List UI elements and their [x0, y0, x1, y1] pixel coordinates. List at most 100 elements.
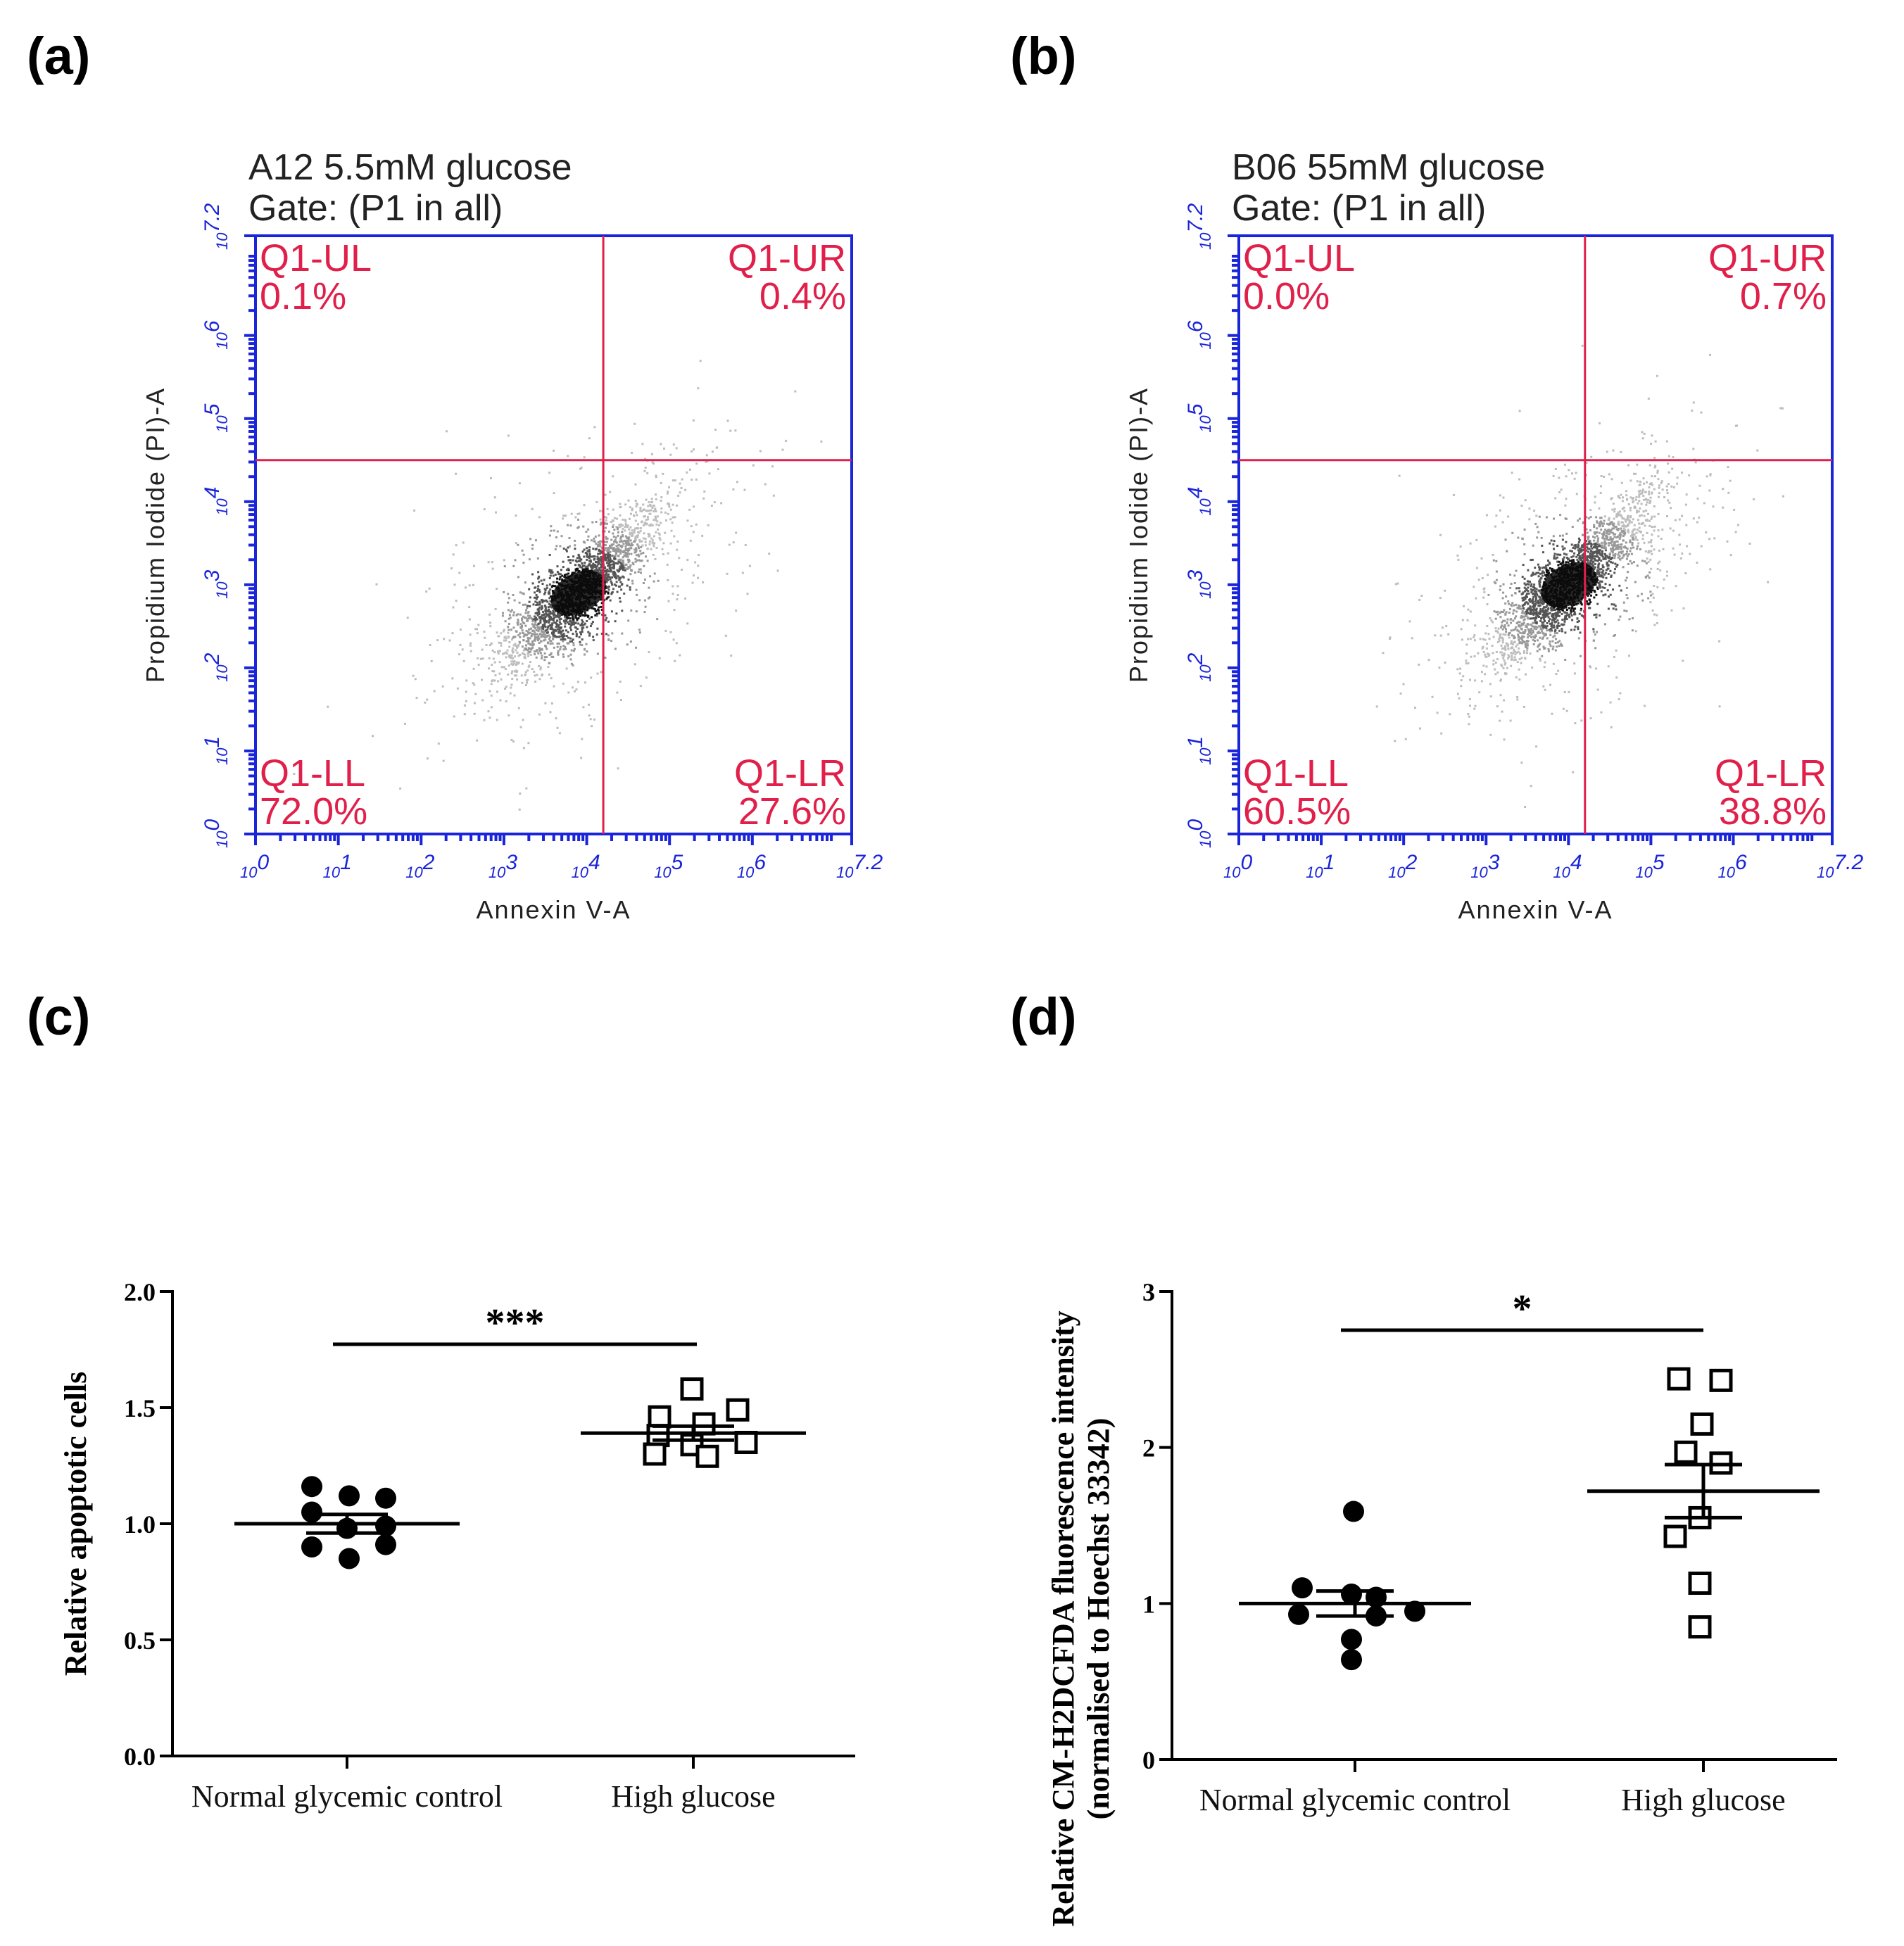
event-dot — [1619, 615, 1622, 618]
event-dot — [569, 562, 572, 564]
event-dot — [599, 518, 602, 521]
event-dot — [646, 472, 649, 474]
event-dot — [1513, 617, 1516, 620]
event-dot — [1534, 590, 1536, 593]
event-dot — [649, 524, 652, 527]
event-dot — [555, 621, 557, 624]
event-dot — [1571, 607, 1574, 609]
event-dot — [553, 449, 555, 452]
event-dot — [1647, 541, 1650, 544]
event-dot — [1644, 705, 1646, 707]
event-dot — [647, 518, 650, 521]
event-dot — [648, 596, 651, 599]
event-dot — [1629, 507, 1632, 509]
event-dot — [560, 632, 562, 635]
event-dot — [1650, 482, 1653, 485]
event-dot — [613, 576, 616, 579]
event-dot — [629, 506, 631, 509]
event-dot — [1603, 519, 1606, 522]
event-dot — [605, 519, 607, 522]
event-dot — [1546, 609, 1549, 612]
event-dot — [574, 615, 577, 617]
event-dot — [1679, 557, 1682, 560]
event-dot — [1570, 604, 1573, 607]
event-dot — [1577, 546, 1580, 549]
event-dot — [675, 447, 678, 450]
event-dot — [567, 617, 569, 619]
event-dot — [603, 592, 606, 595]
event-dot — [512, 611, 515, 614]
event-dot — [1521, 576, 1524, 579]
event-dot — [548, 621, 550, 624]
event-dot — [555, 636, 558, 638]
event-dot — [1482, 638, 1484, 640]
event-dot — [468, 606, 471, 609]
event-dot — [533, 670, 536, 673]
event-dot — [544, 605, 546, 607]
event-dot — [1613, 603, 1615, 606]
event-dot — [1504, 602, 1507, 605]
y-tick-label: 103 — [201, 569, 231, 598]
event-dot — [1556, 619, 1559, 622]
event-dot — [544, 589, 547, 591]
event-dot — [569, 640, 572, 643]
event-dot — [1630, 552, 1633, 555]
event-dot — [619, 581, 622, 583]
event-dot — [536, 633, 538, 636]
event-dot — [1627, 503, 1630, 505]
event-dot — [646, 560, 649, 562]
event-dot — [604, 569, 607, 572]
event-dot — [627, 538, 630, 541]
event-dot — [1510, 642, 1513, 645]
event-dot — [525, 644, 527, 647]
event-dot — [488, 613, 491, 616]
event-dot — [1484, 632, 1487, 635]
event-dot — [1607, 665, 1610, 668]
event-dot — [599, 569, 602, 572]
event-dot — [519, 623, 522, 626]
event-dot — [1510, 664, 1513, 667]
event-dot — [1615, 565, 1618, 568]
event-dot — [1513, 641, 1515, 644]
event-dot — [1496, 613, 1499, 616]
event-dot — [1623, 531, 1626, 533]
event-dot — [1649, 594, 1652, 597]
event-dot — [589, 564, 592, 567]
event-dot — [599, 523, 602, 526]
event-dot — [569, 626, 572, 629]
event-dot — [574, 626, 577, 629]
event-dot — [1617, 553, 1620, 556]
event-dot — [529, 643, 532, 646]
event-dot — [548, 583, 551, 586]
event-dot — [1447, 633, 1450, 636]
event-dot — [1518, 658, 1521, 661]
event-dot — [548, 638, 550, 640]
event-dot — [527, 636, 529, 639]
event-dot — [1604, 546, 1607, 549]
event-dot — [741, 571, 744, 574]
event-dot — [686, 559, 689, 561]
event-dot — [562, 653, 565, 656]
event-dot — [541, 601, 544, 604]
event-dot — [1586, 531, 1589, 534]
event-dot — [1570, 556, 1573, 559]
event-dot — [1542, 603, 1544, 605]
event-dot — [1525, 595, 1528, 598]
event-dot — [1639, 531, 1642, 533]
event-dot — [503, 639, 505, 642]
panel-label-d: (d) — [1010, 987, 1077, 1046]
event-dot — [1667, 483, 1670, 486]
event-dot — [586, 650, 588, 653]
event-dot — [521, 645, 524, 648]
event-dot — [1594, 532, 1596, 535]
event-dot — [1656, 374, 1658, 377]
event-dot — [1562, 564, 1565, 567]
event-dot — [1537, 531, 1540, 533]
event-dot — [1542, 600, 1544, 602]
event-dot — [1691, 409, 1694, 412]
event-dot — [469, 642, 472, 645]
event-dot — [655, 510, 657, 512]
event-dot — [1648, 576, 1651, 579]
event-dot — [578, 636, 581, 638]
event-dot — [1499, 588, 1501, 591]
